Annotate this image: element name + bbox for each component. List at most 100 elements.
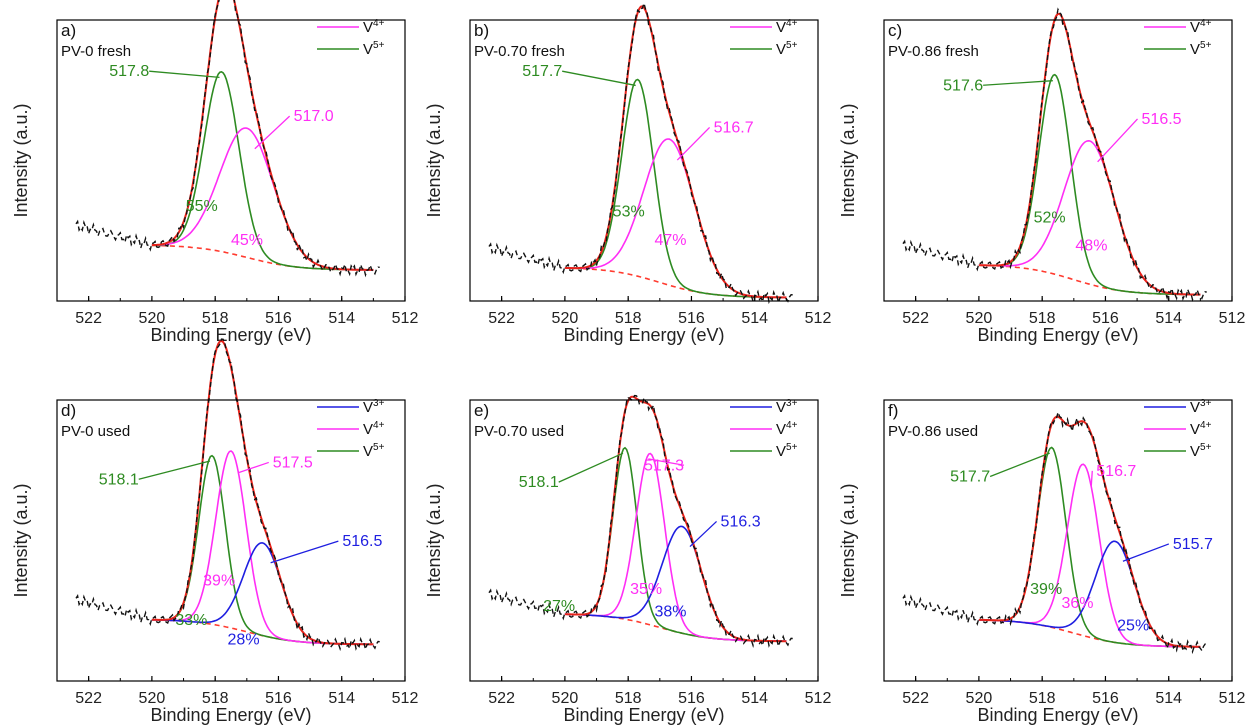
envelope-fit [151, 339, 374, 646]
area-label-v5: 55% [186, 198, 218, 215]
legend-label-v4: V4+ [776, 18, 798, 36]
x-tick-label: 514 [741, 310, 768, 327]
x-axis-label: Binding Energy (eV) [563, 705, 724, 725]
x-tick-label: 522 [488, 310, 515, 327]
peak-label-v5: 518.1 [519, 474, 559, 491]
area-label-v5: 39% [1030, 581, 1062, 598]
panel-letter: e) [474, 401, 489, 420]
panel-e: 522 520 518 516 514 512 Binding Energy (eV) Int… [424, 394, 832, 725]
legend-label-v4: V4+ [363, 18, 385, 36]
sample-name: PV-0 used [61, 423, 130, 440]
peak-leader-v5 [562, 70, 636, 87]
x-tick-label: 520 [139, 690, 166, 707]
raw-data [488, 0, 793, 305]
x-tick-label: 514 [1155, 690, 1182, 707]
legend-label-v4: V4+ [776, 420, 798, 438]
x-axis-label: Binding Energy (eV) [150, 705, 311, 725]
x-tick-label: 518 [202, 690, 229, 707]
x-tick-label: 516 [678, 310, 705, 327]
area-label-v3: 25% [1117, 617, 1149, 634]
area-label-v4: 36% [1061, 595, 1093, 612]
x-tick-label: 522 [902, 310, 929, 327]
plot-frame [883, 19, 1233, 302]
x-tick-label: 512 [1219, 310, 1246, 327]
area-label-v3: 38% [654, 603, 686, 620]
background-curve [151, 244, 374, 271]
area-label-v5: 27% [543, 598, 575, 615]
panel-letter: d) [61, 401, 76, 420]
peak-label-v5: 517.7 [522, 63, 562, 80]
x-tick-label: 518 [615, 690, 642, 707]
plot-frame [469, 19, 819, 302]
x-tick-label: 514 [1155, 310, 1182, 327]
x-tick-label: 512 [392, 690, 419, 707]
peak-leader-v3 [689, 520, 718, 548]
panel-letter: c) [888, 21, 902, 40]
legend-label-v5: V5+ [363, 442, 385, 460]
plot-frame [469, 399, 819, 682]
panel-letter: f) [888, 401, 898, 420]
peak-label-v5: 518.1 [99, 471, 139, 488]
x-tick-label: 514 [328, 690, 355, 707]
x-tick-label: 516 [265, 690, 292, 707]
legend-label-v5: V5+ [776, 442, 798, 460]
peak-label-v5: 517.7 [950, 468, 990, 485]
area-label-v5: 53% [613, 204, 645, 221]
panel-letter: b) [474, 21, 489, 40]
legend-label-v3: V3+ [1190, 398, 1212, 416]
peak-leader-v3 [270, 540, 339, 564]
y-axis-label: Intensity (a.u.) [838, 103, 858, 217]
sample-name: PV-0.70 used [474, 423, 564, 440]
y-axis-label: Intensity (a.u.) [11, 483, 31, 597]
panel-letter: a) [61, 21, 76, 40]
x-axis-label: Binding Energy (eV) [563, 325, 724, 345]
x-tick-label: 518 [1029, 690, 1056, 707]
peak-label-v4: 516.7 [1096, 463, 1136, 480]
raw-data [902, 410, 1207, 655]
peak-leader-v4 [1090, 470, 1093, 486]
peak-label-v5: 517.6 [943, 77, 983, 94]
sample-name: PV-0.86 used [888, 423, 978, 440]
raw-data [75, 338, 380, 652]
peak-label-v4: 517.3 [644, 457, 684, 474]
panel-f: 522 520 518 516 514 512 Binding Energy (eV) Int… [838, 398, 1245, 725]
plot-frame [56, 19, 406, 302]
area-label-v4: 47% [654, 232, 686, 249]
x-tick-label: 518 [202, 310, 229, 327]
background-curve [564, 267, 787, 299]
x-tick-label: 514 [328, 310, 355, 327]
area-label-v4: 35% [630, 581, 662, 598]
sample-name: PV-0 fresh [61, 43, 131, 60]
x-tick-label: 518 [615, 310, 642, 327]
x-tick-label: 512 [1219, 690, 1246, 707]
legend-label-v4: V4+ [1190, 18, 1212, 36]
area-label-v3: 28% [228, 631, 260, 648]
x-tick-label: 516 [678, 690, 705, 707]
legend-label-v5: V5+ [363, 40, 385, 58]
y-axis-label: Intensity (a.u.) [838, 483, 858, 597]
panel-d: 522 520 518 516 514 512 Binding Energy (eV) Int… [11, 338, 419, 725]
legend-label-v3: V3+ [776, 398, 798, 416]
envelope-fit [151, 0, 374, 271]
x-tick-label: 516 [265, 310, 292, 327]
peak-leader-v4 [1097, 118, 1138, 163]
area-label-v4: 45% [231, 232, 263, 249]
area-label-v5: 33% [175, 612, 207, 629]
x-tick-label: 516 [1092, 310, 1119, 327]
peak-leader-v5 [149, 70, 220, 79]
legend-label-v5: V5+ [776, 40, 798, 58]
raw-data [75, 0, 380, 278]
peak-leader-v4 [648, 458, 685, 466]
x-tick-label: 522 [75, 310, 102, 327]
legend-label-v5: V5+ [1190, 40, 1212, 58]
x-tick-label: 512 [805, 310, 832, 327]
peak-leader-v5 [138, 460, 211, 480]
sample-name: PV-0.86 fresh [888, 43, 979, 60]
x-axis-label: Binding Energy (eV) [977, 325, 1138, 345]
x-tick-label: 512 [805, 690, 832, 707]
x-axis-label: Binding Energy (eV) [150, 325, 311, 345]
peak-leader-v3 [1122, 543, 1170, 562]
peak-leader-v4 [676, 126, 711, 161]
area-label-v4: 48% [1075, 237, 1107, 254]
